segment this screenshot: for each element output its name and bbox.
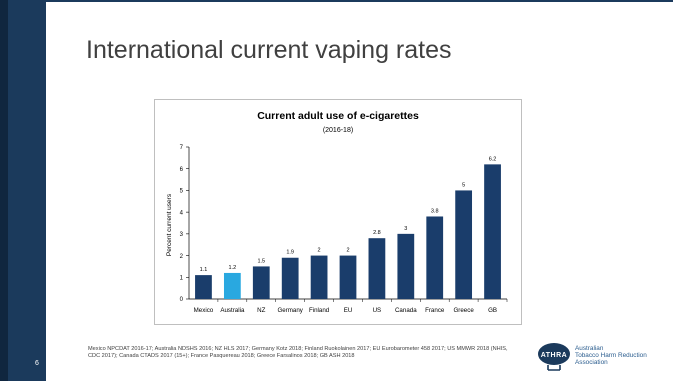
bar <box>484 164 501 299</box>
y-tick-label: 0 <box>180 297 184 303</box>
y-axis-label: Percent current users <box>166 193 173 256</box>
side-accent <box>0 0 8 381</box>
chart-title: Current adult use of e-cigarettes <box>257 110 419 122</box>
slide-title: International current vaping rates <box>86 36 452 64</box>
data-label: 1.1 <box>200 267 208 273</box>
top-rule <box>46 0 673 2</box>
athra-logo-mark: ATHRA <box>538 343 570 371</box>
athra-logo: ATHRA Australian Tobacco Harm Reduction … <box>537 342 652 372</box>
bar <box>455 190 473 299</box>
x-tick-label: Finland <box>309 307 330 314</box>
y-tick-label: 6 <box>180 167 184 173</box>
y-tick-label: 5 <box>180 189 184 195</box>
data-label: 3 <box>404 226 407 232</box>
plot-area: 0 1 2 3 4 5 6 7 1.1 Mexico 1.2 Australia 1.5 NZ 1.9 Ger… <box>180 145 508 314</box>
x-tick-label: Canada <box>395 307 417 314</box>
bar <box>310 255 328 299</box>
y-tick-label: 3 <box>180 232 184 238</box>
data-label: 2 <box>318 248 321 254</box>
x-tick-label: EU <box>344 307 353 314</box>
bar <box>195 275 212 299</box>
bar <box>339 255 357 299</box>
x-tick-label: NZ <box>257 307 265 314</box>
data-label: 1.9 <box>286 250 294 256</box>
x-tick-label: GB <box>488 307 497 314</box>
bar <box>281 257 299 299</box>
data-label: 6.2 <box>489 156 497 162</box>
chart-box: Current adult use of e-cigarettes (2016-… <box>154 99 522 325</box>
x-tick-label: Mexico <box>194 307 214 314</box>
y-tick-label: 2 <box>180 254 184 260</box>
chart-subtitle: (2016-18) <box>323 127 353 134</box>
bar <box>252 266 270 299</box>
data-label: 1.2 <box>229 265 237 271</box>
data-label: 1.5 <box>257 258 265 264</box>
data-label: 2 <box>346 248 349 254</box>
x-tick-label: Greece <box>453 307 474 314</box>
bar-chart: Current adult use of e-cigarettes (2016-… <box>166 110 508 314</box>
x-tick-label: Australia <box>220 307 245 314</box>
y-tick-label: 7 <box>180 145 184 151</box>
svg-text:ATHRA: ATHRA <box>541 352 567 359</box>
y-tick-label: 4 <box>180 210 184 216</box>
athra-logo-text: Australian Tobacco Harm Reduction Associ… <box>575 345 647 367</box>
data-label: 5 <box>462 182 465 188</box>
page-number: 6 <box>35 360 39 367</box>
bar <box>368 238 386 299</box>
source-note: Mexico NPCDAT 2016-17; Australia NDSHS 2… <box>88 346 508 359</box>
bar <box>426 216 444 299</box>
x-tick-label: US <box>373 307 382 314</box>
y-tick-label: 1 <box>180 275 184 281</box>
bar <box>397 233 415 299</box>
x-tick-label: Germany <box>277 307 303 314</box>
x-tick-label: France <box>425 307 445 314</box>
data-label: 3.8 <box>431 208 439 214</box>
data-label: 2.8 <box>373 230 381 236</box>
bar <box>223 272 241 299</box>
